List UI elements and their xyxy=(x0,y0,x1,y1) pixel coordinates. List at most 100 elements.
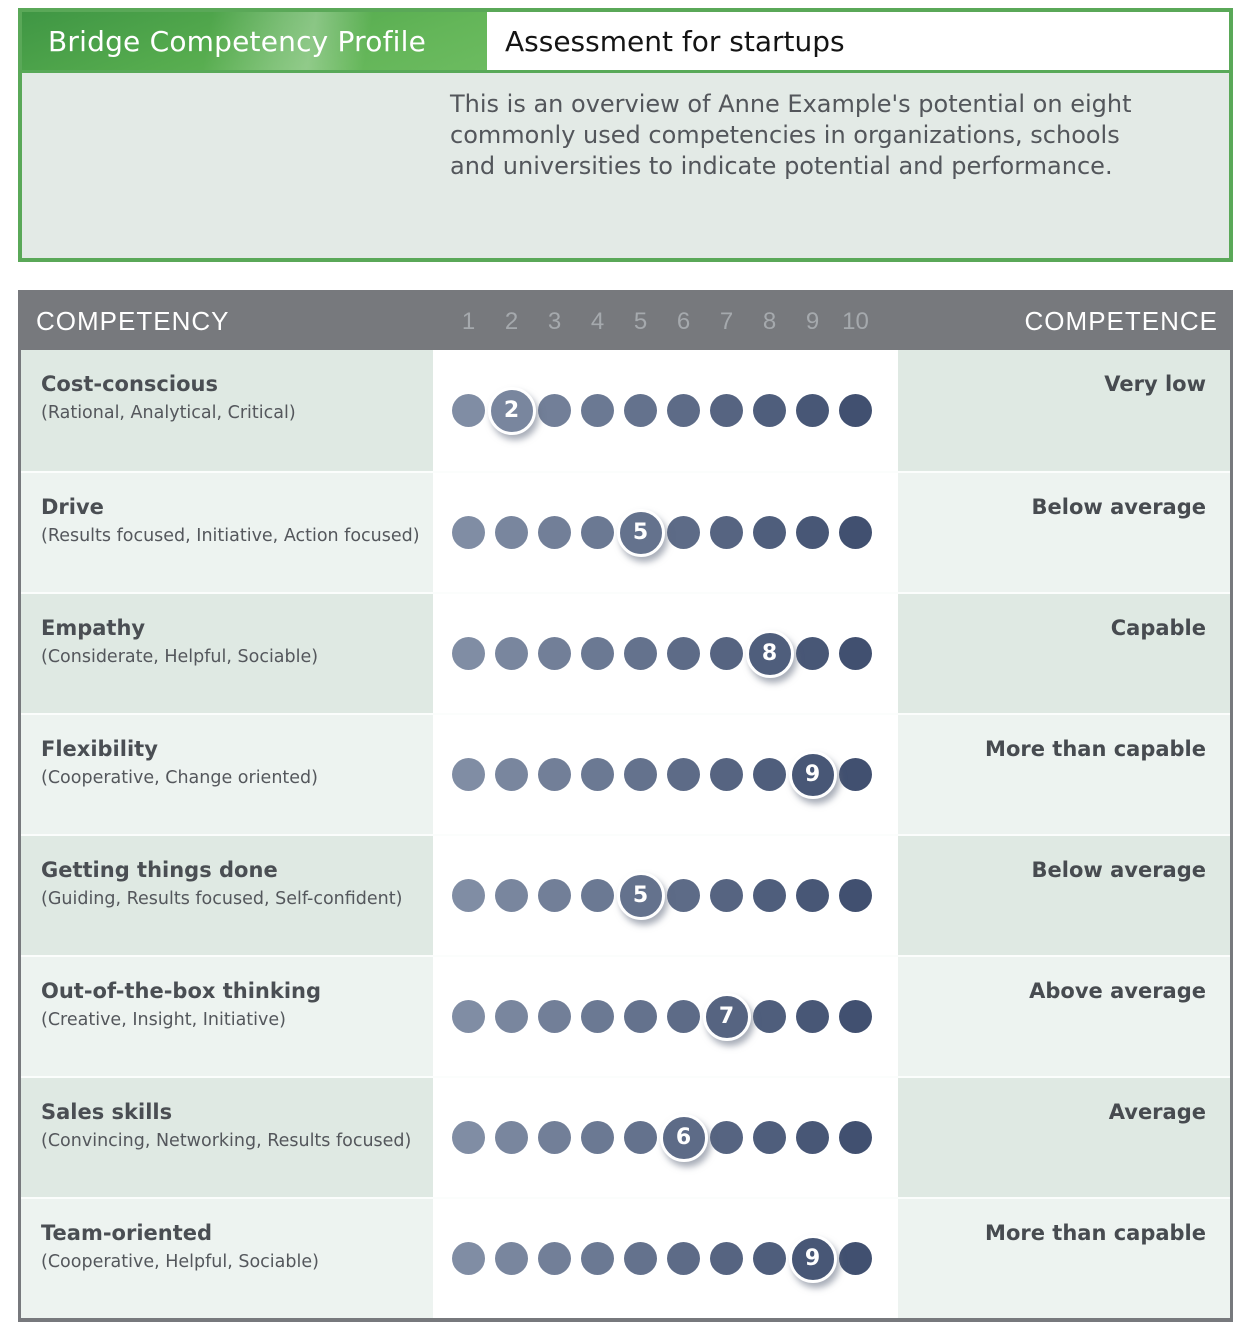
score-slot xyxy=(748,1242,791,1275)
score-dot xyxy=(710,758,743,791)
score-slot xyxy=(533,1000,576,1033)
competency-row: Empathy (Considerate, Helpful, Sociable) 8… xyxy=(21,592,1230,713)
competence-label: Average xyxy=(898,1078,1230,1197)
score-dot xyxy=(624,637,657,670)
scale-number: 10 xyxy=(842,307,869,335)
score-slot xyxy=(533,1242,576,1275)
title-row: Bridge Competency Profile Assessment for… xyxy=(22,12,1229,73)
score-slot xyxy=(662,1242,705,1275)
score-dot xyxy=(581,516,614,549)
score-slot xyxy=(748,758,791,791)
score-dot xyxy=(624,1242,657,1275)
selected-score-dot: 9 xyxy=(788,750,837,799)
score-dot xyxy=(452,1121,485,1154)
scale-number: 4 xyxy=(590,307,605,335)
score-slot xyxy=(576,516,619,549)
score-slot xyxy=(533,1121,576,1154)
score-dot xyxy=(581,879,614,912)
scale-number: 5 xyxy=(633,307,648,335)
scale-slot: 8 xyxy=(748,308,791,336)
score-dot xyxy=(753,879,786,912)
score-dot xyxy=(667,516,700,549)
score-slot xyxy=(490,1000,533,1033)
selected-score-value: 8 xyxy=(761,641,778,666)
score-dot xyxy=(710,637,743,670)
score-dot xyxy=(667,879,700,912)
selected-score-value: 9 xyxy=(804,762,821,787)
scale-slot: 3 xyxy=(533,308,576,336)
brand-banner: Bridge Competency Profile xyxy=(22,12,487,70)
table-body: Cost-conscious (Rational, Analytical, Cri… xyxy=(21,350,1230,1318)
competency-row: Sales skills (Convincing, Networking, Res… xyxy=(21,1076,1230,1197)
score-slot xyxy=(662,637,705,670)
competency-row: Cost-conscious (Rational, Analytical, Cri… xyxy=(21,350,1230,471)
score-dot xyxy=(753,394,786,427)
score-dot xyxy=(753,1000,786,1033)
score-slot xyxy=(662,516,705,549)
competency-cell: Sales skills (Convincing, Networking, Res… xyxy=(21,1078,433,1197)
report-title-box: Assessment for startups xyxy=(487,12,1229,70)
score-dot xyxy=(839,758,872,791)
score-dot xyxy=(753,516,786,549)
competency-cell: Getting things done (Guiding, Results foc… xyxy=(21,836,433,955)
scale-number: 1 xyxy=(461,307,476,335)
score-slot xyxy=(705,879,748,912)
score-slot xyxy=(447,1121,490,1154)
score-slot xyxy=(705,394,748,427)
score-dots: 9 xyxy=(433,715,898,834)
score-dot xyxy=(667,394,700,427)
score-dot xyxy=(667,758,700,791)
score-dots: 6 xyxy=(433,1078,898,1197)
score-slot xyxy=(662,879,705,912)
score-slot xyxy=(533,879,576,912)
scale-number: 2 xyxy=(504,307,519,335)
score-dot xyxy=(710,516,743,549)
competency-name: Team-oriented xyxy=(41,1221,213,1245)
score-dot xyxy=(495,1000,528,1033)
score-slot xyxy=(490,879,533,912)
score-dot xyxy=(624,758,657,791)
competency-cell: Out-of-the-box thinking (Creative, Insigh… xyxy=(21,957,433,1076)
competence-label: Very low xyxy=(898,350,1230,471)
score-dot xyxy=(452,394,485,427)
score-slot xyxy=(619,1242,662,1275)
score-dot xyxy=(581,1242,614,1275)
score-dot xyxy=(796,637,829,670)
score-dot xyxy=(452,879,485,912)
score-slot xyxy=(791,1000,834,1033)
score-dot xyxy=(581,1121,614,1154)
score-dot xyxy=(839,637,872,670)
competency-name: Getting things done xyxy=(41,858,278,882)
selected-score-value: 9 xyxy=(804,1246,821,1271)
score-dot xyxy=(495,637,528,670)
score-dot xyxy=(495,758,528,791)
scale-number: 7 xyxy=(719,307,734,335)
scale-number: 6 xyxy=(676,307,691,335)
score-slot: 9 xyxy=(788,1234,837,1283)
score-dot xyxy=(839,1121,872,1154)
score-slot xyxy=(490,758,533,791)
competence-label: Above average xyxy=(898,957,1230,1076)
score-dot xyxy=(710,1121,743,1154)
score-slot xyxy=(619,637,662,670)
score-dot xyxy=(581,637,614,670)
score-slot xyxy=(533,637,576,670)
score-slot xyxy=(791,394,834,427)
competence-label: More than capable xyxy=(898,715,1230,834)
score-slot xyxy=(748,1000,791,1033)
score-slot xyxy=(619,1000,662,1033)
score-slot: 8 xyxy=(745,629,794,678)
score-dot xyxy=(839,394,872,427)
score-dot xyxy=(753,1242,786,1275)
report-title: Assessment for startups xyxy=(505,24,845,58)
score-dots: 5 xyxy=(433,836,898,955)
score-dot xyxy=(452,516,485,549)
competency-cell: Team-oriented (Cooperative, Helpful, Soci… xyxy=(21,1199,433,1318)
score-slot xyxy=(705,1121,748,1154)
score-dot xyxy=(624,394,657,427)
score-slot xyxy=(662,394,705,427)
scale-header: 1 2 3 4 5 6 7 8 9 10 xyxy=(433,308,898,336)
competency-traits: (Cooperative, Change oriented) xyxy=(41,768,318,788)
score-dots: 5 xyxy=(433,473,898,592)
competency-name: Cost-conscious xyxy=(41,372,218,396)
